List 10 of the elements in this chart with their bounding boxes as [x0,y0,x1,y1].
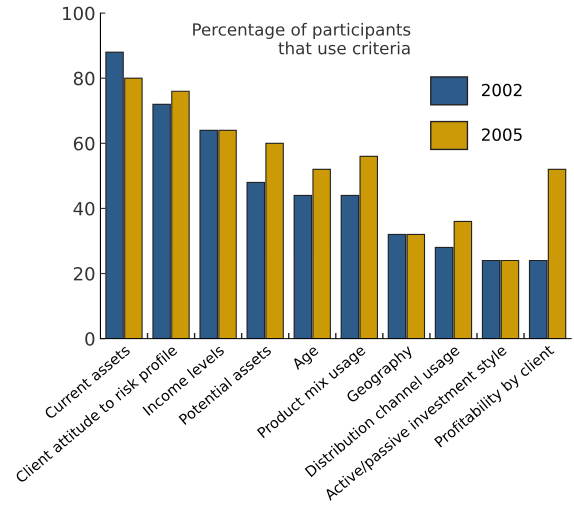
legend-label: 2002 [482,84,522,96]
y-tick-label: 20 [74,266,94,281]
x-tick-label: Age [291,344,321,372]
y-tick-label: 100 [63,6,94,20]
text: Percentage of participants that use criteria [193,22,410,54]
y-tick-label: 60 [74,136,94,150]
y-tick-label: 80 [74,72,94,86]
y-tick-label: 40 [73,202,94,216]
legend-label: 2005 [482,128,522,141]
y-tick-label: 0 [85,332,94,346]
